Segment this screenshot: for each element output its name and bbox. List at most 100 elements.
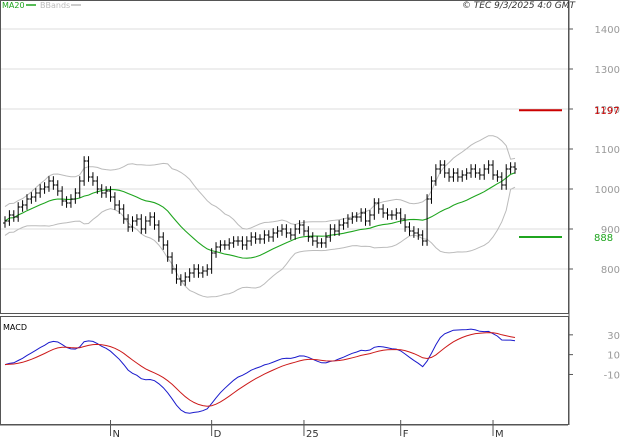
price-bar — [381, 204, 386, 218]
price-bar — [486, 160, 491, 174]
price-bar — [38, 184, 43, 198]
price-bar — [11, 210, 16, 222]
price-bar — [231, 236, 236, 248]
price-bar — [240, 236, 245, 250]
x-tick-label: N — [113, 429, 120, 440]
price-bar — [29, 192, 34, 204]
price-bar — [323, 232, 328, 248]
price-bar — [196, 264, 201, 278]
y-tick-label: 1400 — [595, 25, 620, 36]
price-bar — [429, 176, 434, 204]
price-bar — [139, 214, 144, 234]
price-bar — [209, 248, 214, 274]
price-bar — [24, 194, 29, 210]
price-bar — [337, 220, 342, 236]
ma20-line — [4, 172, 516, 259]
price-bar — [227, 238, 232, 250]
price-bar — [108, 186, 113, 202]
legend: MA20 BBands — [2, 1, 81, 10]
price-bar — [345, 214, 350, 228]
price-bar — [438, 160, 443, 174]
price-bar — [359, 208, 364, 222]
price-bar — [266, 230, 271, 242]
price-bar — [244, 236, 249, 250]
copyright-text: © TEC 9/3/2025 4:0 GMT — [462, 1, 577, 11]
grid-layer — [1, 28, 568, 270]
price-bar — [165, 240, 170, 262]
price-bar — [170, 252, 175, 274]
price-bar — [332, 224, 337, 236]
price-bar — [389, 210, 394, 220]
price-bar — [306, 226, 311, 242]
y-tick-label: 1200 — [595, 105, 620, 116]
price-bar — [218, 240, 223, 252]
price-bar — [73, 188, 78, 204]
price-bar — [504, 164, 509, 190]
price-bar — [482, 164, 487, 180]
price-bar — [64, 196, 69, 208]
y-tick-label: 1000 — [595, 185, 620, 196]
price-bar — [363, 208, 368, 226]
price-bar — [394, 208, 399, 220]
price-bar — [460, 170, 465, 182]
annotation-label: 1197 — [594, 106, 619, 117]
price-bar — [121, 204, 126, 224]
price-bar — [473, 164, 478, 178]
price-bar — [425, 194, 430, 246]
y-tick-label: 900 — [601, 225, 620, 236]
price-bar — [95, 176, 100, 194]
price-bar — [60, 186, 65, 206]
price-bar — [279, 224, 284, 236]
price-bar — [464, 168, 469, 180]
price-bar — [183, 272, 188, 286]
price-bar — [90, 172, 95, 186]
price-bar — [258, 234, 262, 244]
price-bar — [416, 228, 421, 240]
legend-ma20-label: MA20 — [2, 1, 25, 10]
price-bar — [249, 232, 254, 246]
x-tick-label: F — [403, 429, 409, 440]
price-bar — [411, 226, 416, 238]
price-bar — [398, 208, 403, 224]
macd-y-tick-label: -10 — [604, 370, 620, 381]
price-bar — [328, 224, 333, 242]
price-bar — [293, 224, 298, 240]
ma20-series — [4, 172, 516, 259]
price-bar — [200, 266, 205, 278]
price-bar — [205, 264, 210, 276]
price-bar — [82, 156, 87, 186]
price-bar — [161, 232, 166, 250]
y-tick-label: 1100 — [595, 145, 620, 156]
price-bar — [508, 162, 513, 174]
bbands-lower — [4, 186, 516, 298]
price-bar — [214, 242, 219, 258]
price-bar — [513, 162, 517, 174]
x-tick-label: D — [214, 429, 222, 440]
price-bar — [495, 170, 500, 182]
price-bar — [271, 228, 276, 242]
price-bars — [3, 156, 517, 286]
price-bar — [112, 192, 117, 210]
price-bar — [134, 214, 139, 226]
price-bar — [7, 210, 12, 226]
price-bar — [68, 194, 73, 208]
price-bar — [376, 198, 381, 214]
price-bar — [3, 216, 7, 228]
price-bar — [20, 200, 25, 212]
x-tick-label: 25 — [306, 429, 319, 440]
price-bar — [148, 212, 153, 226]
price-bar — [236, 236, 241, 246]
price-bar — [42, 182, 47, 194]
price-bar — [297, 220, 302, 234]
price-bar — [455, 168, 460, 182]
price-bar — [51, 176, 56, 190]
price-bar — [354, 212, 359, 222]
price-bar — [350, 212, 355, 224]
price-bar — [407, 222, 412, 236]
price-bar — [46, 176, 51, 192]
price-bar — [372, 198, 377, 220]
signal-line — [4, 332, 516, 407]
price-bar — [315, 236, 320, 248]
price-bar — [174, 264, 179, 284]
macd-y-tick-label: 30 — [607, 331, 620, 342]
